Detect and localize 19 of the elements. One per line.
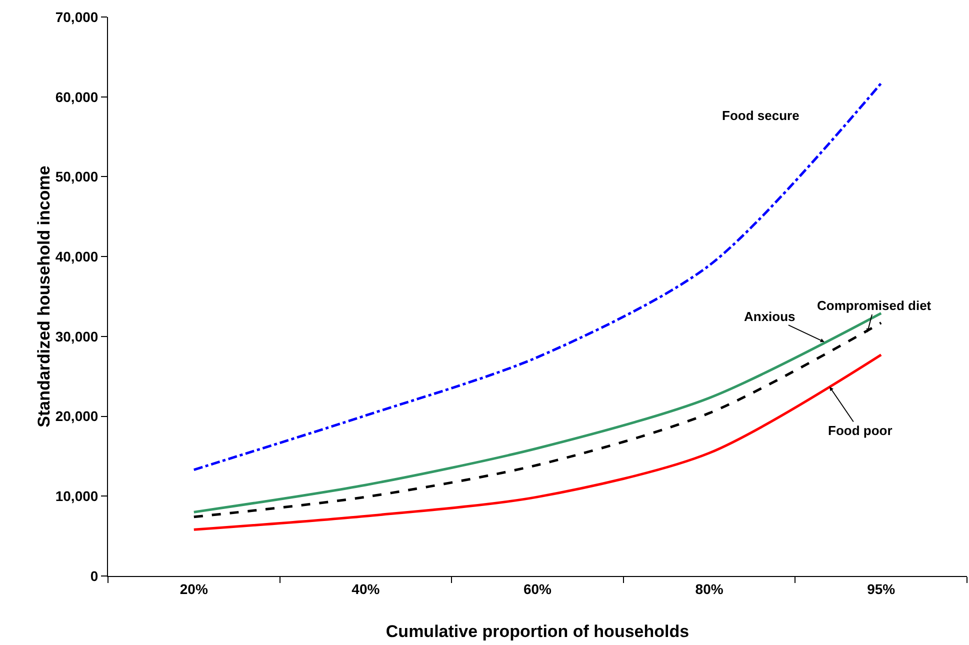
y-tick-label: 40,000: [55, 248, 98, 264]
x-tick-label: 60%: [523, 580, 552, 597]
y-tick-label: 70,000: [55, 8, 98, 25]
y-tick-label: 10,000: [55, 488, 98, 504]
text: Food poor: [828, 423, 892, 438]
text: Anxious: [744, 309, 796, 324]
text: Food secure: [722, 108, 800, 123]
x-tick-label: 80%: [695, 580, 724, 597]
x-axis-title: Cumulative proportion of households: [386, 622, 690, 641]
y-tick-label: 0: [90, 568, 98, 584]
x-tick-label: 40%: [352, 580, 380, 597]
x-tick-label: 95%: [867, 580, 896, 597]
y-tick-label: 60,000: [55, 88, 98, 105]
y-tick-label: 20,000: [55, 408, 98, 424]
y-tick-label: 50,000: [55, 168, 98, 185]
y-tick-label: 30,000: [55, 328, 98, 344]
series-label: Compromised diet: [817, 298, 932, 313]
y-axis-title: Standardized household income: [34, 166, 54, 428]
x-tick-label: 20%: [180, 580, 208, 597]
